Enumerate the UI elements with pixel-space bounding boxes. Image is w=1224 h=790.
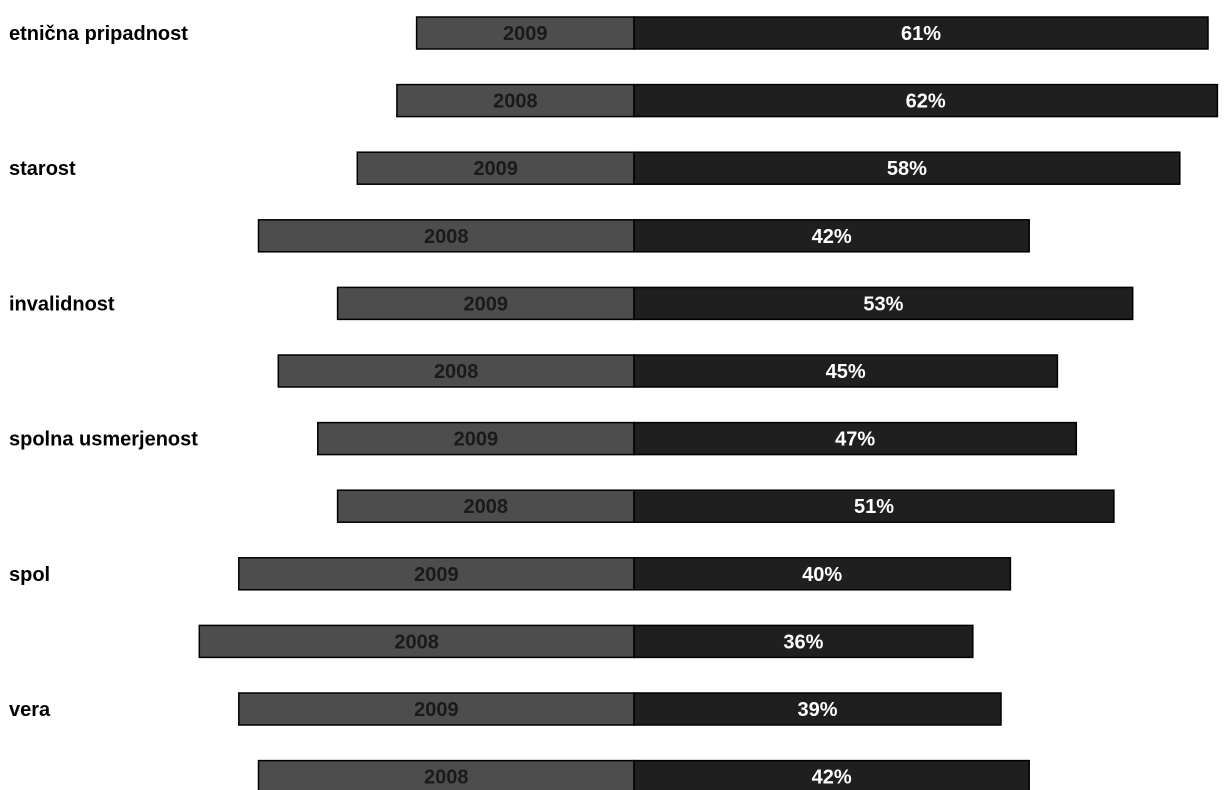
value-label: 40% [802,564,842,586]
value-bar [633,489,1115,523]
year-bar [238,557,635,591]
year-label: 2008 [424,226,469,248]
value-label: 61% [901,23,941,45]
category-labels: etnična pripadnost starost invalidnost spol… [9,23,198,721]
value-bar [633,219,1030,253]
value-label: 47% [835,429,875,451]
year-label: 2008 [394,631,439,653]
value-bar [633,557,1012,591]
category-label: etnična pripadnost [9,23,188,45]
value-bar [633,16,1209,50]
year-label: 2009 [503,23,548,45]
value-bar [633,692,1002,726]
value-label: 53% [863,293,903,315]
year-bar [198,624,635,659]
year-bar [415,16,635,50]
category-label: starost [9,158,76,180]
year-label: 2008 [464,496,509,518]
value-label: 36% [783,631,823,653]
category-label: invalidnost [9,293,115,315]
value-bar [633,151,1181,185]
year-bar [356,151,635,185]
year-label: 2009 [454,429,499,451]
value-label: 42% [812,767,852,789]
category-label: spol [9,564,50,586]
year-bar [238,692,635,726]
value-label: 62% [906,91,946,113]
year-label: 2009 [473,158,518,180]
value-bar [633,421,1078,456]
value-bar [633,759,1030,790]
year-label: 2008 [493,91,538,113]
year-bar [396,83,635,118]
bars-group: 2009 61% 2008 62% 2009 58% 2008 42% 2009 53% 2008 4… [198,16,1219,790]
category-label: vera [9,699,51,721]
year-label: 2008 [434,361,479,383]
value-bar [633,354,1059,388]
year-bar [317,421,635,456]
value-bar [633,624,974,659]
value-label: 58% [887,158,927,180]
year-label: 2009 [414,564,459,586]
category-label: spolna usmerjenost [9,429,198,451]
value-bar [633,286,1134,321]
year-bar [336,286,635,321]
value-bar [633,83,1219,118]
year-label: 2008 [424,767,469,789]
value-label: 39% [797,699,837,721]
year-bar [257,219,635,253]
year-bar [257,759,635,790]
year-label: 2009 [464,293,509,315]
value-label: 45% [826,361,866,383]
value-label: 51% [854,496,894,518]
year-label: 2009 [414,699,459,721]
value-label: 42% [812,226,852,248]
